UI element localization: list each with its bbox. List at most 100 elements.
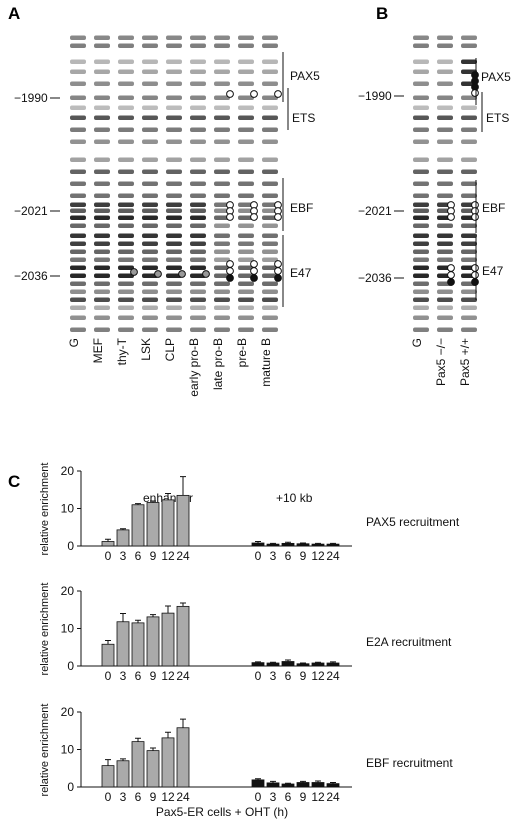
gel-band: [166, 181, 182, 186]
position-label-2021-b: −2021: [358, 204, 392, 218]
gel-band: [142, 202, 158, 207]
gel-band: [118, 223, 134, 228]
gel-band: [214, 327, 230, 332]
gel-band: [262, 95, 278, 100]
bar: [281, 783, 295, 788]
gel-band: [262, 139, 278, 144]
bar: [116, 760, 130, 788]
gel-band: [413, 315, 429, 320]
gel-band: [437, 327, 453, 332]
gel-band: [437, 169, 453, 174]
gel-band: [166, 69, 182, 74]
gel-band: [437, 289, 453, 294]
bar-chart-2: 0 10 20 relative enrichment EBF recruitment 0…: [39, 704, 453, 804]
gel-band: [142, 157, 158, 162]
gel-band: [142, 43, 158, 48]
gel-band: [461, 43, 477, 48]
gel-band: [118, 35, 134, 40]
gel-band: [70, 265, 86, 270]
gel-band: [70, 81, 86, 86]
site-label-ets-b: ETS: [486, 111, 509, 125]
gel-band: [142, 69, 158, 74]
footprint-circle: [447, 213, 455, 221]
gel-band: [238, 315, 254, 320]
gel-band: [413, 81, 429, 86]
bar: [176, 605, 190, 667]
site-label-pax5-a: PAX5: [290, 69, 320, 83]
site-label-e47-a: E47: [290, 266, 312, 280]
gel-band: [166, 305, 182, 310]
gel-band: [94, 289, 110, 294]
bar: [296, 663, 310, 667]
bar: [131, 504, 145, 547]
gel-band: [262, 105, 278, 110]
gel-band: [262, 315, 278, 320]
gel-band: [214, 215, 230, 220]
gel-band: [461, 181, 477, 186]
gel-band: [262, 69, 278, 74]
x-tick-label: 3: [120, 790, 127, 804]
gel-band: [214, 181, 230, 186]
x-tick-label: 12: [311, 669, 325, 683]
gel-band: [437, 95, 453, 100]
x-tick-label: 24: [176, 549, 190, 563]
gel-band: [166, 35, 182, 40]
lane-label-a: CLP: [163, 338, 177, 361]
gel-band: [437, 43, 453, 48]
gel-band: [94, 315, 110, 320]
gel-band: [262, 115, 278, 120]
gel-band: [70, 69, 86, 74]
gel-band: [190, 327, 206, 332]
gel-band: [70, 127, 86, 132]
gel-band: [461, 257, 477, 262]
gel-band: [413, 257, 429, 262]
footprint-circle: [274, 274, 282, 282]
x-tick-label: 6: [285, 549, 292, 563]
gel-band: [262, 265, 278, 270]
bar-charts: 0 10 20 relative enrichment PAX5 recruitment…: [39, 463, 460, 804]
bar: [251, 662, 265, 667]
gel-band: [142, 305, 158, 310]
gel-band: [166, 105, 182, 110]
x-tick-label: 6: [285, 669, 292, 683]
y-tick-label: 10: [61, 743, 75, 757]
bar: [146, 502, 160, 547]
x-tick-label: 3: [120, 549, 127, 563]
gel-band: [262, 233, 278, 238]
gel-band: [70, 297, 86, 302]
gel-band: [413, 208, 429, 213]
gel-band: [94, 297, 110, 302]
gel-band: [70, 257, 86, 262]
gel-band: [238, 289, 254, 294]
gel-band: [190, 273, 206, 278]
gel-band: [262, 257, 278, 262]
gel-band: [262, 169, 278, 174]
gel-band: [238, 305, 254, 310]
gel-band: [142, 281, 158, 286]
gel-band: [70, 139, 86, 144]
bar: [266, 543, 280, 547]
gel-band: [118, 305, 134, 310]
gel-band: [142, 105, 158, 110]
x-tick-label: 24: [326, 669, 340, 683]
gel-band: [461, 249, 477, 254]
gel-band: [238, 181, 254, 186]
gel-band: [70, 169, 86, 174]
positions-a: −1990 −2021 −2036: [14, 91, 60, 283]
gel-band: [413, 265, 429, 270]
gel-band: [461, 169, 477, 174]
gel-band: [190, 202, 206, 207]
x-tick-label: 0: [255, 549, 262, 563]
gel-band: [238, 81, 254, 86]
gel-band: [142, 115, 158, 120]
bar: [161, 737, 175, 788]
gel-band: [262, 273, 278, 278]
gel-band: [190, 297, 206, 302]
gel-band: [437, 233, 453, 238]
y-tick-label: 0: [67, 659, 74, 673]
x-tick-label: 9: [150, 549, 157, 563]
gel-band: [118, 115, 134, 120]
footprint-circle: [130, 268, 138, 276]
gel-band: [413, 223, 429, 228]
bar: [101, 541, 115, 547]
